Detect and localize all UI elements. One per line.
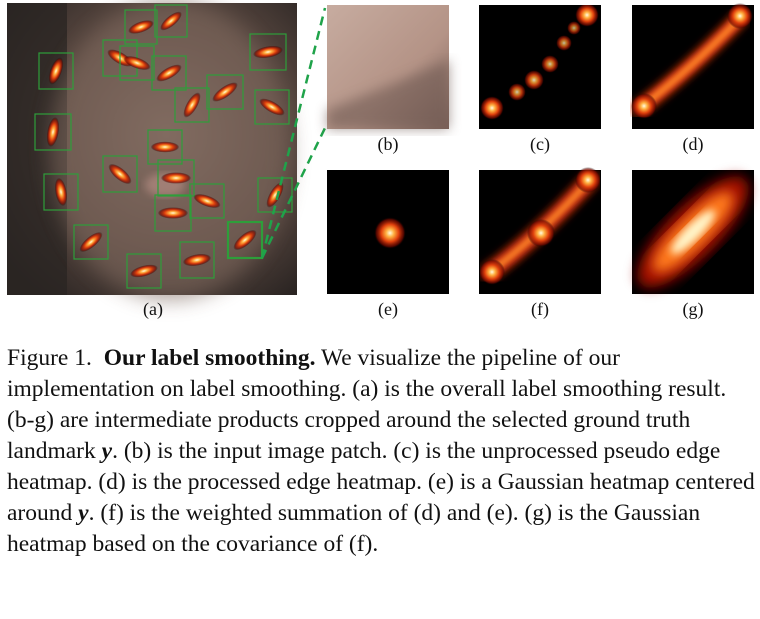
landmark-box bbox=[179, 241, 215, 279]
landmark-heat bbox=[157, 207, 189, 219]
landmark-box bbox=[154, 194, 192, 232]
landmark-heat bbox=[48, 57, 64, 85]
landmark-heat bbox=[54, 177, 68, 207]
landmark-box bbox=[257, 177, 293, 213]
landmark-box bbox=[43, 173, 79, 211]
landmark-box bbox=[226, 220, 264, 260]
label-g: (g) bbox=[682, 299, 704, 319]
panel-f-heatmap bbox=[479, 167, 601, 294]
label-c: (c) bbox=[530, 134, 550, 154]
landmark-heat bbox=[183, 92, 201, 118]
label-f: (f) bbox=[531, 299, 549, 319]
zoom-line-top bbox=[260, 7, 327, 259]
landmark-heat bbox=[160, 11, 182, 31]
caption-title: Our label smoothing. bbox=[103, 345, 316, 371]
landmark-heat bbox=[128, 20, 154, 34]
landmark-box bbox=[124, 9, 158, 45]
landmark-box bbox=[206, 74, 244, 110]
landmark-heat bbox=[160, 172, 192, 184]
zoom-line-bottom bbox=[260, 127, 327, 259]
landmark-box bbox=[119, 45, 155, 81]
landmark-box bbox=[102, 155, 138, 193]
landmark-box bbox=[249, 33, 287, 71]
landmark-heat bbox=[182, 253, 212, 267]
caption-text-3: . (f) is the weighted summation of (d) a… bbox=[7, 500, 701, 557]
landmark-heat bbox=[150, 141, 180, 153]
landmark-box bbox=[126, 253, 162, 289]
landmark-box bbox=[157, 159, 195, 197]
landmark-boxes bbox=[34, 4, 293, 289]
landmark-heat bbox=[212, 82, 238, 102]
label-e: (e) bbox=[378, 299, 398, 319]
landmark-heat bbox=[193, 193, 221, 209]
landmark-heat bbox=[233, 229, 257, 251]
panel-d-heatmap bbox=[631, 3, 754, 129]
landmark-box bbox=[189, 183, 225, 219]
landmark-heat bbox=[253, 45, 283, 59]
landmark-box bbox=[147, 129, 183, 165]
landmark-box bbox=[73, 224, 109, 260]
landmark-box bbox=[254, 89, 290, 125]
panel-g-heatmap bbox=[632, 170, 754, 294]
landmark-box bbox=[151, 55, 187, 91]
label-b: (b) bbox=[377, 134, 399, 154]
panel-b-image bbox=[327, 5, 449, 129]
landmark-box bbox=[34, 113, 72, 151]
landmark-box bbox=[38, 52, 74, 90]
landmark-heat bbox=[259, 98, 285, 116]
caption-text-2: . (b) is the input image patch. (c) is t… bbox=[7, 438, 755, 526]
landmark-box bbox=[174, 87, 210, 123]
landmark-heat bbox=[266, 182, 284, 208]
label-a: (a) bbox=[143, 299, 163, 319]
panel-c-heatmap bbox=[479, 5, 601, 129]
landmark-heat bbox=[123, 55, 151, 71]
math-y-2: y bbox=[78, 500, 89, 526]
figure-caption: Figure 1. Our label smoothing. We visual… bbox=[7, 343, 755, 560]
caption-text-1: We visualize the pipeline of our impleme… bbox=[7, 345, 727, 464]
landmark-heat bbox=[46, 117, 60, 147]
panel-e-heatmap bbox=[327, 170, 449, 294]
landmark-heat bbox=[108, 163, 132, 185]
label-d: (d) bbox=[682, 134, 704, 154]
landmark-heat bbox=[156, 64, 182, 82]
landmark-heat bbox=[79, 231, 103, 253]
landmark-heat bbox=[130, 264, 158, 278]
figure-number: Figure 1. bbox=[7, 345, 92, 371]
math-y-1: y bbox=[101, 438, 113, 464]
landmark-box bbox=[154, 4, 188, 38]
